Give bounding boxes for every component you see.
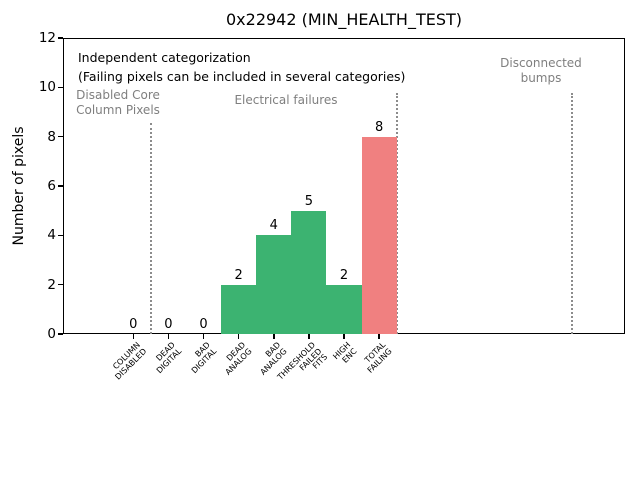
y-tick-label: 8: [47, 128, 56, 145]
x-tick-label-dead-analog: DEAD ANALOG: [223, 340, 254, 377]
x-tick-label-bad-digital: BAD DIGITAL: [189, 340, 219, 375]
y-tick-mark: [58, 234, 63, 237]
x-tick-mark: [167, 334, 170, 339]
bar-dead-analog: [221, 284, 257, 334]
bar-value-bad-digital: 0: [199, 317, 208, 332]
x-tick-mark: [273, 334, 275, 339]
x-tick-mark: [343, 334, 345, 339]
bar-value-dead-analog: 2: [234, 267, 243, 283]
y-tick-label: 0: [47, 326, 56, 342]
y-tick-label: 4: [47, 227, 56, 244]
y-tick-mark: [58, 185, 63, 187]
disconnected-bumps-region-label: Disconnected bumps: [500, 55, 582, 85]
multi-category-note: (Failing pixels can be included in sever…: [78, 68, 406, 84]
bar-value-total-failing: 8: [374, 119, 384, 135]
chart-title: 0x22942 (MIN_HEALTH_TEST): [225, 10, 463, 29]
independent-categorization-note: Independent categorization: [78, 49, 251, 65]
region-separator-line-2: [395, 93, 398, 334]
x-tick-label-dead-digital: DEAD DIGITAL: [154, 340, 184, 375]
y-tick-mark: [58, 37, 63, 39]
bar-high-enc: [326, 284, 362, 334]
y-tick-mark: [58, 135, 63, 138]
bar-bad-analog: [256, 235, 292, 334]
y-tick-label: 10: [38, 79, 56, 96]
x-tick-mark: [132, 334, 134, 339]
y-tick-mark: [58, 86, 63, 89]
bar-total-failing: [361, 136, 397, 334]
x-tick-label-total-failing: TOTAL FAILING: [363, 340, 394, 375]
bar-value-bad-analog: 4: [269, 218, 278, 234]
region-separator-line-1: [149, 122, 152, 334]
y-tick-label: 12: [38, 30, 56, 46]
bar-value-dead-digital: 0: [164, 317, 173, 332]
x-tick-label-column-disabled: COLUMN DISABLED: [111, 340, 148, 382]
x-tick-mark: [237, 334, 240, 339]
x-tick-label-high-enc: HIGH ENC: [331, 340, 359, 365]
bar-value-threshold-failed-fits: 5: [304, 193, 314, 209]
bar-value-column-disabled: 0: [129, 317, 138, 332]
y-tick-label: 6: [47, 178, 56, 194]
x-tick-mark: [308, 334, 310, 339]
x-tick-mark: [202, 334, 205, 339]
disabled-core-region-label: Disabled Core Column Pixels: [76, 88, 160, 118]
electrical-failures-region-label: Electrical failures: [234, 92, 338, 107]
region-separator-line-3: [571, 93, 574, 334]
bar-value-high-enc: 2: [339, 267, 349, 283]
y-tick-mark: [58, 333, 63, 335]
y-tick-mark: [58, 283, 63, 286]
x-tick-mark: [378, 334, 380, 339]
y-tick-label: 2: [47, 276, 56, 293]
bar-threshold-failed-fits: [291, 210, 327, 334]
